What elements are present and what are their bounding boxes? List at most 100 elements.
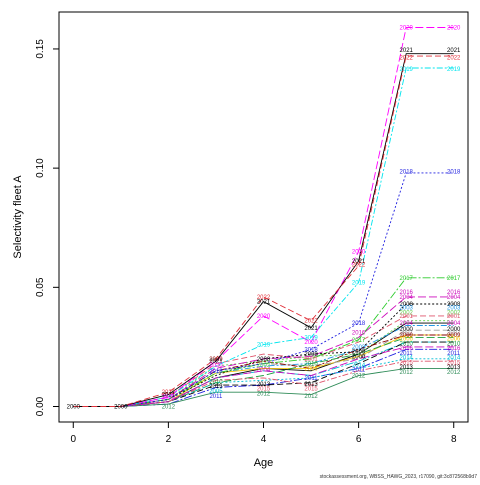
series-line-2019 — [73, 67, 454, 407]
y-tick-label: 0.00 — [35, 396, 46, 416]
point-label-2019: 2019 — [352, 281, 366, 287]
point-label-2000: 2000 — [447, 327, 461, 333]
point-label-2006: 2006 — [304, 366, 318, 372]
point-label-2002: 2002 — [400, 310, 414, 316]
point-label-2003: 2003 — [400, 306, 414, 312]
point-label-2008: 2008 — [447, 302, 461, 308]
point-label-2020: 2020 — [352, 250, 366, 256]
point-label-2016: 2016 — [400, 290, 414, 296]
point-label-2018: 2018 — [447, 170, 461, 176]
point-label-2002: 2002 — [257, 363, 271, 369]
point-label-2019: 2019 — [257, 343, 271, 349]
point-label-2013: 2013 — [257, 382, 271, 388]
series-line-2010 — [73, 336, 454, 407]
point-label-2003: 2003 — [447, 306, 461, 312]
x-axis-label: Age — [254, 457, 274, 469]
x-tick-label: 0 — [70, 434, 76, 445]
point-label-2011: 2011 — [209, 394, 223, 400]
point-label-2006: 2006 — [447, 337, 461, 343]
series-line-2022 — [73, 55, 454, 407]
point-label-2014: 2014 — [447, 356, 461, 362]
point-label-2004: 2004 — [447, 295, 461, 301]
point-label-2019: 2019 — [400, 67, 414, 73]
point-label-2022: 2022 — [352, 263, 366, 269]
point-label-2021: 2021 — [209, 359, 223, 365]
point-label-2020: 2020 — [447, 26, 461, 32]
point-label-2011: 2011 — [447, 351, 461, 357]
x-axis: 0 2 4 6 8 — [70, 422, 457, 445]
point-label-2017: 2017 — [352, 338, 366, 344]
point-label-2020: 2020 — [400, 26, 414, 32]
x-tick-label: 2 — [166, 434, 172, 445]
point-label-2008: 2008 — [400, 302, 414, 308]
point-label-2010: 2010 — [400, 341, 414, 347]
point-label-2021: 2021 — [304, 326, 318, 332]
point-label-2009: 2009 — [209, 357, 223, 363]
series-line-2018 — [73, 172, 454, 407]
x-tick-label: 4 — [261, 434, 267, 445]
series-line-2021 — [73, 53, 454, 407]
point-label-2012: 2012 — [447, 370, 461, 376]
point-label-2011: 2011 — [305, 376, 319, 382]
point-label-2022: 2022 — [257, 295, 271, 301]
point-label-2013: 2013 — [209, 384, 223, 390]
series-line-2002 — [73, 320, 454, 407]
series-line-2015 — [73, 360, 454, 407]
point-label-2003: 2003 — [352, 345, 366, 351]
point-label-2002: 2002 — [447, 310, 461, 316]
point-label-2018: 2018 — [352, 321, 366, 327]
point-label-2014: 2014 — [400, 356, 414, 362]
series-line-2017 — [73, 277, 454, 407]
point-label-2012: 2012 — [304, 394, 318, 400]
y-tick-label: 0.05 — [35, 277, 46, 297]
point-label-2010: 2010 — [447, 341, 461, 347]
point-label-2012: 2012 — [257, 391, 271, 397]
point-label-2018: 2018 — [304, 347, 318, 353]
point-label-2010: 2010 — [304, 362, 318, 368]
y-tick-label: 0.10 — [35, 158, 46, 178]
point-label-2008: 2008 — [352, 350, 366, 356]
point-label-2021: 2021 — [257, 300, 271, 306]
point-label-2000: 2000 — [67, 405, 81, 411]
point-label-2016: 2016 — [352, 331, 366, 337]
point-label-2000: 2000 — [352, 354, 366, 360]
series-line-2020 — [73, 27, 454, 407]
point-label-2012: 2012 — [352, 374, 366, 380]
point-label-2018: 2018 — [400, 170, 414, 176]
point-label-2016: 2016 — [447, 346, 461, 352]
point-label-2004: 2004 — [400, 321, 414, 327]
point-label-2013: 2013 — [304, 382, 318, 388]
point-label-2004: 2004 — [400, 295, 414, 301]
point-label-2009: 2009 — [447, 333, 461, 339]
point-label-2019: 2019 — [304, 335, 318, 341]
point-label-2021: 2021 — [400, 48, 414, 54]
point-label-2022: 2022 — [447, 55, 461, 61]
point-label-2012: 2012 — [400, 370, 414, 376]
series-layer — [73, 27, 454, 407]
point-label-2000: 2000 — [114, 405, 128, 411]
series-line-2004 — [73, 296, 454, 407]
point-label-2007: 2007 — [400, 331, 414, 337]
point-label-2021: 2021 — [447, 48, 461, 54]
point-label-2001: 2001 — [400, 314, 414, 320]
point-label-2012: 2012 — [162, 405, 176, 411]
point-label-2015: 2015 — [400, 360, 414, 366]
y-axis: 0.00 0.05 0.10 0.15 — [35, 39, 59, 416]
point-label-2013: 2013 — [447, 365, 461, 371]
point-label-2016: 2016 — [447, 290, 461, 296]
point-label-2004: 2004 — [447, 321, 461, 327]
point-label-2000: 2000 — [400, 327, 414, 333]
point-label-2022: 2022 — [400, 55, 414, 61]
point-label-2020: 2020 — [209, 363, 223, 369]
x-tick-label: 8 — [451, 434, 457, 445]
point-label-2018: 2018 — [209, 369, 223, 375]
point-label-2021: 2021 — [352, 259, 366, 265]
x-tick-label: 6 — [356, 434, 362, 445]
point-label-2017: 2017 — [447, 276, 461, 282]
point-label-2020: 2020 — [304, 340, 318, 346]
point-label-2007: 2007 — [447, 331, 461, 337]
point-label-2008: 2008 — [257, 357, 271, 363]
y-tick-label: 0.15 — [35, 39, 46, 59]
point-label-2015: 2015 — [304, 387, 318, 393]
